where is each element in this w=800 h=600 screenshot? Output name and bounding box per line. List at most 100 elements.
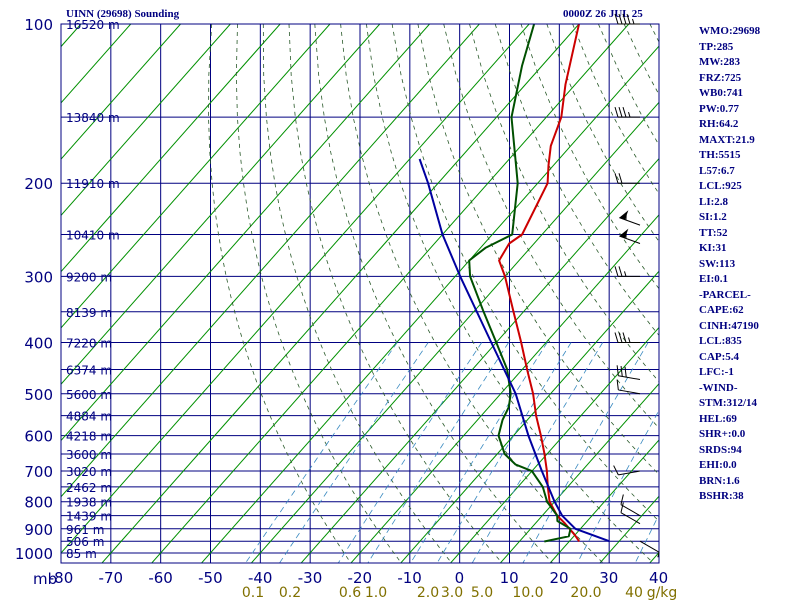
dry-adiabat-line [520, 24, 659, 290]
dewpoint-profile [468, 24, 572, 543]
pressure-tick-label: 200 [24, 175, 53, 193]
barb-pennant [619, 228, 629, 239]
dry-adiabat-line [443, 24, 659, 429]
temperature-tick-label: -40 [248, 569, 273, 587]
stat-line: EI:0.1 [699, 273, 729, 285]
barb-staff [619, 235, 641, 244]
isotherm-line [61, 24, 281, 273]
temperature-tick-label: -10 [397, 569, 422, 587]
stat-line: TH:5515 [699, 149, 741, 161]
valid-time: 0000Z 26 JUL 25 [563, 8, 643, 20]
barb-staff [620, 512, 641, 525]
height-label: 7220 m [66, 336, 112, 350]
barb-flag [622, 332, 627, 343]
height-label: 1439 m [66, 510, 112, 524]
temperature-tick-label: 10 [500, 569, 519, 587]
isotherm-line [250, 101, 659, 563]
barb-staff [619, 217, 641, 226]
stat-line: FRZ:725 [699, 71, 742, 84]
plot-area [61, 24, 659, 563]
barb-staff [639, 540, 660, 553]
pressure-tick-label: 500 [24, 386, 53, 404]
barb-half-flag [624, 271, 627, 277]
barb-flag [618, 332, 623, 343]
isotherm-line [549, 439, 659, 563]
barb-staff [618, 470, 641, 476]
barb-half-flag [632, 18, 635, 25]
height-label: 11910 m [66, 177, 120, 191]
barb-half-flag [628, 337, 631, 343]
height-label: 8139 m [66, 306, 112, 320]
stats-panel: WMO:29698 TP:285 MW:283 FRZ:725 WB0:741 PW:0.… [699, 24, 799, 505]
height-label: 506 m [66, 535, 104, 549]
pressure-tick-label: 800 [24, 494, 53, 512]
barb-flag [618, 13, 623, 25]
stat-line: SRDS:94 [699, 443, 742, 456]
wind-barb [614, 107, 640, 118]
dry-adiabat-line [469, 24, 659, 383]
pressure-tick-label: 900 [24, 521, 53, 539]
temperature-tick-label: 40 [649, 569, 668, 587]
stat-line: LCL:835 [699, 335, 742, 347]
isotherm-line [61, 24, 231, 217]
stat-line: MW:283 [699, 56, 740, 68]
barb-flag [626, 13, 631, 25]
wind-barb [616, 365, 641, 381]
wind-barb [614, 13, 640, 25]
mb-unit-label: mb [33, 570, 57, 588]
stat-line: CAPE:62 [699, 304, 744, 316]
temperature-tick-label: -60 [148, 569, 173, 587]
barb-flag [622, 107, 627, 118]
temperature-tick-label: -50 [198, 569, 223, 587]
height-label: 4218 m [66, 430, 112, 444]
dry-adiabat-line [366, 24, 654, 563]
temperature-tick-label: -80 [49, 569, 74, 587]
wind-barb [620, 502, 641, 525]
dry-adiabat-line [288, 24, 503, 563]
height-label: 3020 m [66, 465, 112, 479]
mixing-ratio-label: 0.6 [339, 585, 361, 600]
mixing-ratio-line [410, 342, 548, 563]
isotherm-line [101, 24, 580, 563]
barb-half-flag [628, 112, 631, 118]
mixing-ratio-label: 20.0 [570, 585, 601, 600]
barb-half-flag [657, 552, 660, 558]
isotherm-line [350, 214, 659, 563]
barb-flag [622, 13, 627, 25]
mixing-ratio-line [367, 342, 509, 563]
isotherm-line [300, 157, 659, 563]
stat-line: -WIND- [699, 381, 738, 394]
height-label: 85 m [66, 547, 97, 561]
height-label: 9200 m [66, 270, 112, 284]
stat-line: CINH:47190 [699, 319, 759, 332]
barb-flag [613, 465, 619, 476]
wind-barb [613, 465, 641, 476]
mixing-ratio-label: 1.0 [365, 585, 387, 600]
height-label: 3600 m [66, 448, 112, 462]
height-label: 16520 m [66, 18, 120, 32]
barb-staff [618, 389, 641, 395]
barb-pennant [619, 210, 629, 220]
wind-barb [614, 173, 640, 184]
stat-line: LFC:-1 [699, 366, 734, 378]
mixing-ratio-line [634, 513, 659, 563]
height-label: 10410 m [66, 229, 120, 243]
isotherm-line [61, 24, 181, 160]
stat-line: -PARCEL- [699, 288, 751, 301]
stat-line: SW:113 [699, 257, 736, 270]
stat-line: BSHR:38 [699, 490, 744, 502]
stat-line: SHR+:0.0 [699, 428, 746, 440]
mixing-ratio-label: 10.0 [512, 585, 543, 600]
dry-adiabat-line [391, 24, 659, 522]
mixing-ratio-line [576, 409, 659, 563]
temperature-tick-label: 30 [599, 569, 618, 587]
mixing-ratio-label: 0.2 [279, 585, 301, 600]
mixing-ratio-line [522, 342, 649, 563]
pressure-tick-label: 600 [24, 428, 53, 446]
plot-border [60, 23, 660, 564]
barb-flag [618, 266, 623, 277]
isotherm-line [499, 382, 659, 563]
height-label: 2462 m [66, 481, 112, 495]
chart-title: UINN (29698) Sounding [66, 8, 180, 20]
isotherm-line [151, 24, 630, 563]
